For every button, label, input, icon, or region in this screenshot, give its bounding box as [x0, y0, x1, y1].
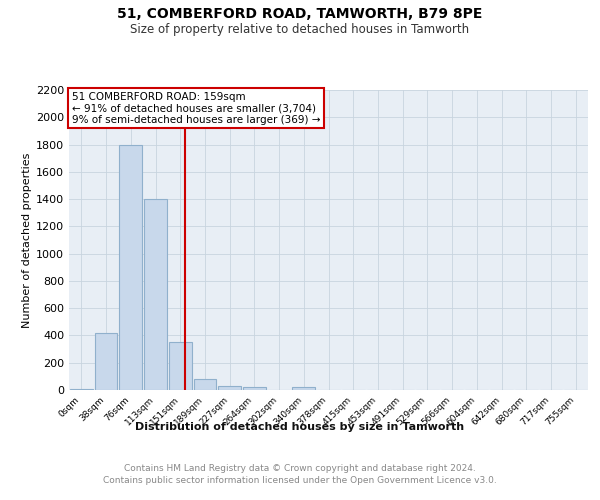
Bar — [218, 386, 241, 390]
Text: Size of property relative to detached houses in Tamworth: Size of property relative to detached ho… — [130, 22, 470, 36]
Bar — [70, 388, 93, 390]
Text: Contains public sector information licensed under the Open Government Licence v3: Contains public sector information licen… — [103, 476, 497, 485]
Bar — [292, 388, 315, 390]
Text: Contains HM Land Registry data © Crown copyright and database right 2024.: Contains HM Land Registry data © Crown c… — [124, 464, 476, 473]
Text: Distribution of detached houses by size in Tamworth: Distribution of detached houses by size … — [136, 422, 464, 432]
Bar — [144, 199, 167, 390]
Bar — [95, 332, 118, 390]
Bar — [119, 144, 142, 390]
Y-axis label: Number of detached properties: Number of detached properties — [22, 152, 32, 328]
Text: 51, COMBERFORD ROAD, TAMWORTH, B79 8PE: 51, COMBERFORD ROAD, TAMWORTH, B79 8PE — [118, 8, 482, 22]
Bar — [169, 342, 191, 390]
Text: 51 COMBERFORD ROAD: 159sqm
← 91% of detached houses are smaller (3,704)
9% of se: 51 COMBERFORD ROAD: 159sqm ← 91% of deta… — [71, 92, 320, 124]
Bar — [194, 379, 216, 390]
Bar — [243, 388, 266, 390]
